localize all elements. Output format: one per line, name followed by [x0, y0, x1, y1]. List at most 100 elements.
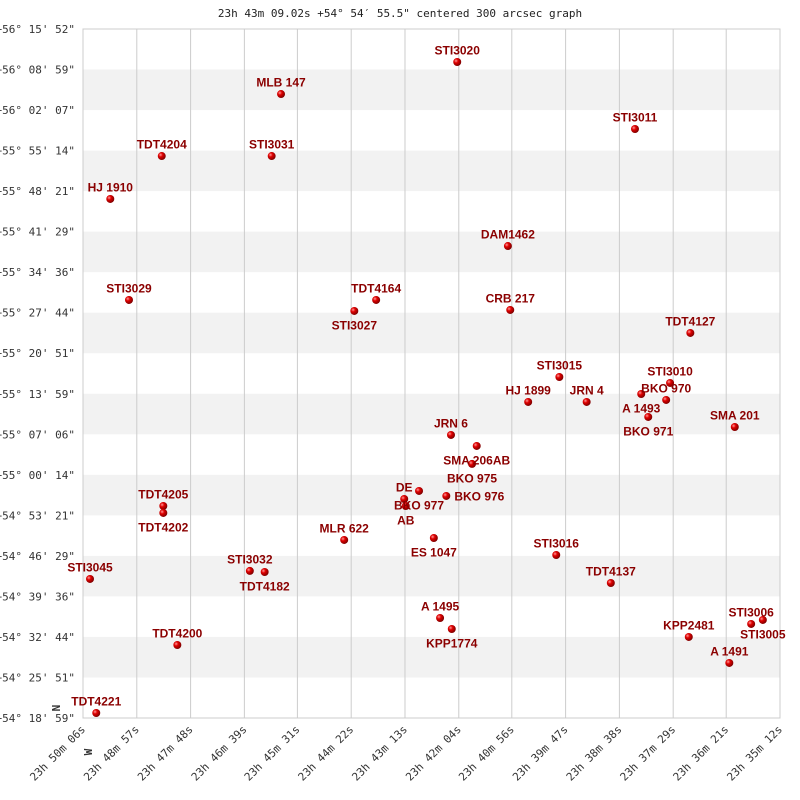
star-point: [524, 397, 533, 406]
y-tick-label: +55° 55' 14": [0, 145, 75, 158]
grid-band: [83, 231, 780, 273]
x-tick-label: 23h 37m 29s: [618, 723, 679, 784]
y-tick-label: +54° 18' 59": [0, 712, 75, 725]
y-tick-label: +55° 07' 06": [0, 428, 75, 441]
star-label: SMA 206AB: [443, 453, 510, 467]
star-point: [267, 152, 276, 161]
star-point: [260, 568, 269, 577]
star-label: STI3005: [740, 627, 786, 641]
star-label: JRN 4: [570, 383, 604, 397]
x-tick-label: 23h 44m 22s: [296, 723, 357, 784]
x-tick-label: 23h 50m 06s: [27, 723, 88, 784]
star-label: AB: [397, 513, 415, 527]
star-point: [340, 535, 349, 544]
star-point: [429, 534, 438, 543]
x-tick-label: 23h 45m 31s: [242, 723, 303, 784]
star-point: [582, 397, 591, 406]
star-point: [686, 328, 695, 337]
grid-band: [83, 636, 780, 678]
star-label: STI3045: [67, 560, 113, 574]
plot-frame: [82, 28, 781, 719]
star-label: HJ 1899: [505, 383, 551, 397]
star-label: STI3011: [613, 111, 658, 125]
y-tick-label: +56° 15' 52": [0, 23, 75, 36]
star-point: [472, 441, 481, 450]
star-label: STI3031: [249, 138, 295, 152]
star-label: ES 1047: [411, 546, 457, 560]
star-point: [86, 574, 95, 583]
y-tick-label: +55° 41' 29": [0, 226, 75, 239]
grid-band: [83, 150, 780, 192]
star-point: [453, 58, 462, 67]
star-label: A 1495: [421, 599, 460, 613]
star-label: DAM1462: [481, 228, 535, 242]
star-point: [747, 619, 756, 628]
star-label: A 1493: [622, 401, 661, 415]
grid-band: [83, 474, 780, 516]
y-tick-label: +54° 32' 44": [0, 631, 75, 644]
star-label: A 1491: [710, 644, 749, 658]
star-point: [159, 508, 168, 517]
star-point: [468, 459, 477, 468]
grid-band: [83, 555, 780, 597]
y-tick-label: +55° 27' 44": [0, 307, 75, 320]
chart-title: 23h 43m 09.02s +54° 54′ 55.5" centered 3…: [218, 7, 582, 20]
star-label: JRN 6: [434, 416, 468, 430]
star-label: STI3016: [534, 537, 580, 551]
star-label: BKO 977: [394, 498, 444, 512]
grid-band: [83, 393, 780, 435]
star-label: TDT4164: [351, 281, 401, 295]
star-label: MLR 622: [320, 521, 370, 535]
x-tick-label: 23h 46m 39s: [189, 723, 250, 784]
star-point: [637, 389, 646, 398]
y-tick-label: +56° 02' 07": [0, 104, 75, 117]
star-point: [106, 194, 115, 203]
star-point: [552, 551, 561, 560]
star-label: HJ 1910: [88, 180, 134, 194]
star-point: [555, 372, 564, 381]
star-label: STI3010: [647, 364, 693, 378]
north-marker: N: [50, 705, 63, 712]
star-label: TDT4204: [137, 138, 187, 152]
star-label: BKO 971: [623, 424, 673, 438]
y-tick-label: +54° 39' 36": [0, 590, 75, 603]
star-label: BKO 975: [447, 471, 497, 485]
x-tick-label: 23h 42m 04s: [403, 723, 464, 784]
star-label: TDT4127: [665, 314, 715, 328]
star-point: [446, 430, 455, 439]
star-point: [442, 491, 451, 500]
star-point: [415, 486, 424, 495]
star-point: [157, 152, 166, 161]
star-label: STI3006: [728, 605, 774, 619]
star-label: KPP1774: [426, 636, 478, 650]
star-label: TDT4221: [71, 694, 121, 708]
x-tick-label: 23h 35m 12s: [724, 723, 785, 784]
star-label: TDT4182: [240, 580, 290, 594]
star-label: CRB 217: [486, 291, 536, 305]
star-point: [401, 501, 410, 510]
star-point: [725, 658, 734, 667]
x-tick-label: 23h 39m 47s: [510, 723, 571, 784]
star-point: [436, 613, 445, 622]
star-point: [506, 305, 515, 314]
star-label: BKO 970: [641, 381, 691, 395]
x-tick-label: 23h 36m 21s: [671, 723, 732, 784]
star-point: [159, 501, 168, 510]
star-point: [503, 242, 512, 251]
star-point: [92, 708, 101, 717]
star-label: TDT4202: [138, 520, 188, 534]
grid-band: [83, 69, 780, 111]
star-point: [630, 125, 639, 134]
y-tick-label: +56° 08' 59": [0, 64, 75, 77]
star-label: STI3027: [332, 318, 378, 332]
star-label: DE: [396, 481, 413, 495]
x-tick-label: 23h 47m 48s: [135, 723, 196, 784]
star-point: [173, 641, 182, 650]
y-tick-label: +54° 53' 21": [0, 509, 75, 522]
star-point: [662, 395, 671, 404]
star-label: TDT4200: [152, 627, 202, 641]
x-tick-label: 23h 43m 13s: [349, 723, 410, 784]
star-label: KPP2481: [663, 618, 715, 632]
west-marker: W: [82, 748, 95, 755]
